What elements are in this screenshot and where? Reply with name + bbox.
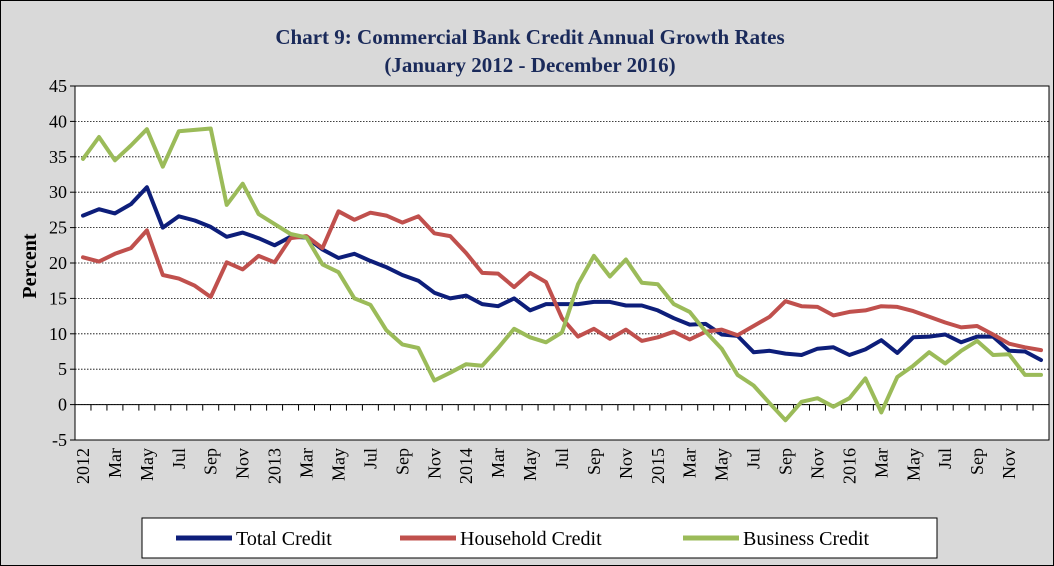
plot-area: -5 0 5 10 15 20 25 30 35 40 45 2012 Mar May Jul Sep Nov 2…	[49, 76, 1050, 484]
x-tick-label: Sep	[967, 448, 987, 475]
y-tick-label: 30	[49, 182, 67, 202]
x-tick-label: Sep	[776, 448, 796, 475]
chart-title-line2: (January 2012 - December 2016)	[384, 53, 675, 77]
y-tick-label: 5	[58, 359, 67, 379]
legend-label: Household Credit	[460, 528, 602, 550]
x-tick-label: May	[328, 448, 348, 481]
x-tick-label: May	[903, 448, 923, 481]
x-tick-label: Mar	[871, 448, 891, 478]
x-tick-label: Mar	[488, 448, 508, 478]
y-tick-label: 10	[49, 324, 67, 344]
legend-box	[141, 517, 938, 559]
series-line-total-credit	[81, 185, 1043, 362]
x-tick-label: Sep	[584, 448, 604, 475]
x-tick-label: Mar	[297, 448, 317, 478]
x-tick-label: Nov	[807, 448, 827, 479]
x-tick-label: Nov	[999, 448, 1019, 479]
x-tick-label: 2016	[839, 448, 859, 484]
series-line-business-credit	[81, 126, 1043, 423]
x-tick-label: Sep	[392, 448, 412, 475]
y-tick-label: 45	[49, 76, 67, 96]
x-tick-label: Nov	[424, 448, 444, 479]
x-tick-label: 2015	[648, 448, 668, 484]
y-tick-label: 20	[49, 253, 67, 273]
y-tick-label: 40	[49, 111, 67, 131]
y-tick-label: 25	[49, 218, 67, 238]
chart-title-line1: Chart 9: Commercial Bank Credit Annual G…	[275, 25, 784, 49]
y-axis-label: Percent	[19, 233, 41, 298]
y-tick-label: 0	[58, 395, 67, 415]
x-tick-label: 2013	[265, 448, 285, 484]
x-tick-label: May	[712, 448, 732, 481]
legend-label: Total Credit	[236, 528, 332, 550]
x-tick-label: Nov	[233, 448, 253, 479]
x-tick-label: Nov	[616, 448, 636, 479]
x-tick-label: Jul	[744, 448, 764, 469]
legend: Total Credit Household Credit Business Cre…	[141, 517, 938, 559]
x-tick-label: May	[137, 448, 157, 481]
x-tick-label: Jul	[552, 448, 572, 469]
x-tick-label: 2014	[456, 448, 476, 484]
x-tick-label: Mar	[105, 448, 125, 478]
x-tick-label: Jul	[169, 448, 189, 469]
x-tick-label: Mar	[680, 448, 700, 478]
series-line-household-credit	[81, 209, 1043, 353]
x-tick-label: Sep	[201, 448, 221, 475]
y-tick-label: -5	[52, 430, 67, 450]
y-tick-label: 35	[49, 147, 67, 167]
x-tick-label: Jul	[360, 448, 380, 469]
x-tick-label: Jul	[935, 448, 955, 469]
legend-label: Business Credit	[743, 528, 870, 550]
y-tick-label: 15	[49, 288, 67, 308]
x-tick-label: 2012	[73, 448, 93, 484]
x-tick-label: May	[520, 448, 540, 481]
